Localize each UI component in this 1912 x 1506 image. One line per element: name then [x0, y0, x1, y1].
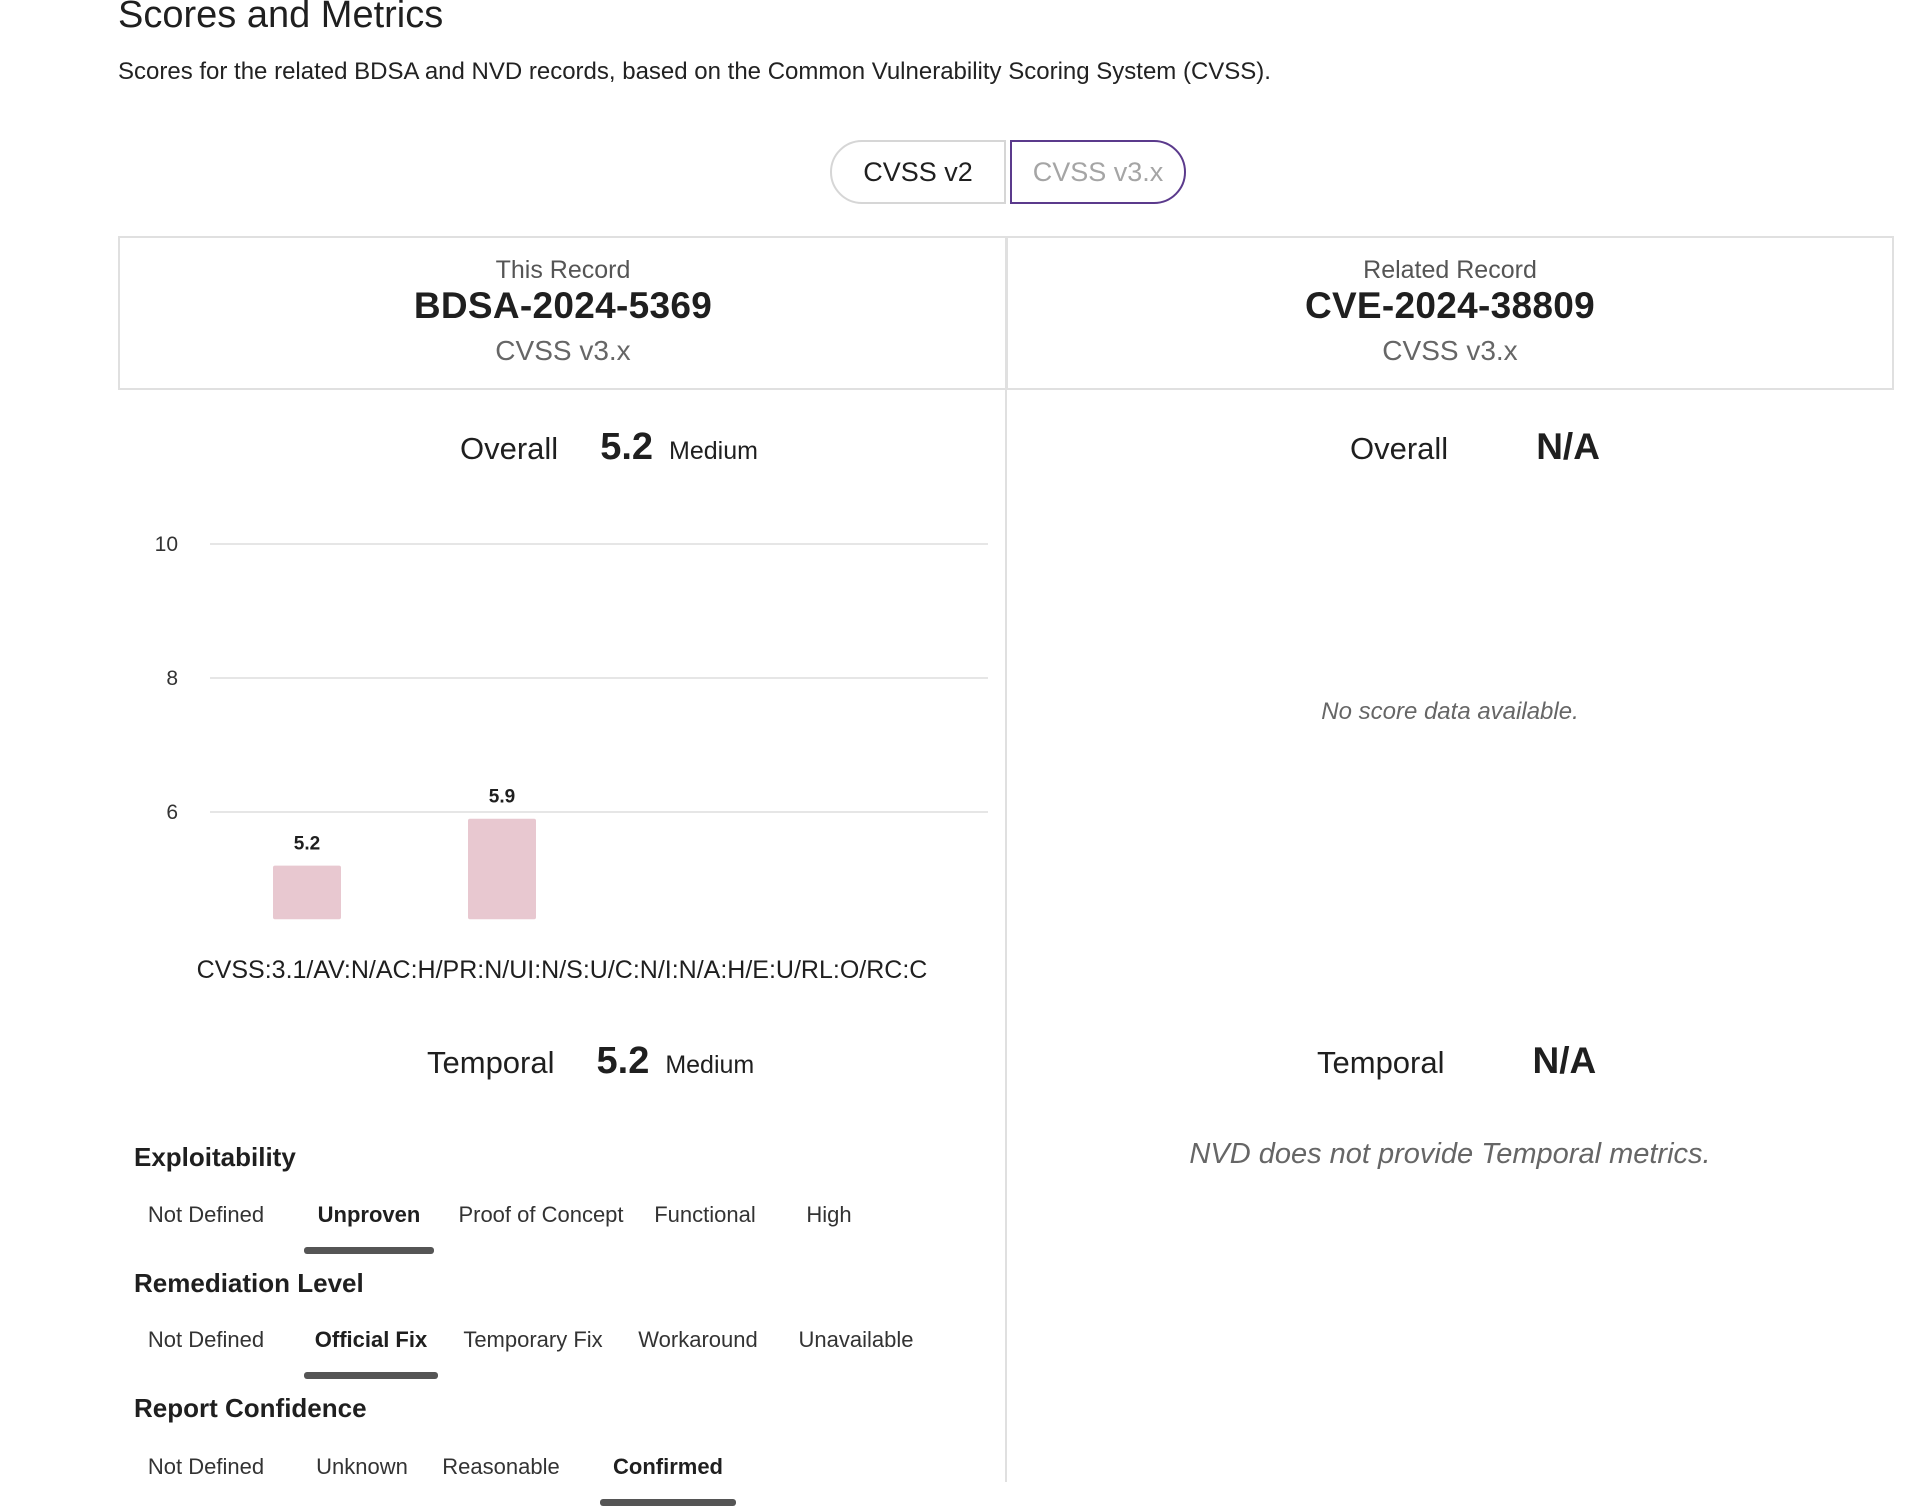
- page-title: Scores and Metrics: [118, 0, 444, 36]
- chart-y-tick-label: 10: [155, 533, 178, 556]
- option-remediation-unavailable[interactable]: Unavailable: [798, 1327, 914, 1352]
- score-bar-chart: 6 8 10 5.2 5.9: [155, 533, 988, 920]
- toggle-cvss-v3-button[interactable]: CVSS v3.x: [1010, 140, 1186, 204]
- option-remediation-not-defined[interactable]: Not Defined: [147, 1327, 265, 1352]
- chart-bar: [468, 818, 536, 920]
- related-record-temporal: Temporal N/A: [1317, 1040, 1596, 1082]
- chart-y-tick-label: 8: [166, 667, 178, 690]
- this-record-version: CVSS v3.x: [495, 335, 631, 366]
- this-record-header: This Record BDSA-2024-5369 CVSS v3.x: [118, 236, 1006, 390]
- chart-bar: [273, 865, 341, 920]
- this-record-id: BDSA-2024-5369: [413, 285, 713, 326]
- overall-severity: Medium: [669, 437, 758, 465]
- metric-title-report-confidence: Report Confidence: [134, 1393, 367, 1423]
- this-record-label: This Record: [495, 256, 631, 284]
- this-record-temporal: Temporal 5.2 Medium: [427, 1040, 754, 1083]
- option-confidence-not-defined[interactable]: Not Defined: [147, 1454, 265, 1479]
- related-temporal-label: Temporal: [1317, 1045, 1445, 1080]
- option-exploitability-not-defined[interactable]: Not Defined: [147, 1202, 265, 1227]
- temporal-score: 5.2: [596, 1040, 650, 1082]
- option-confidence-unknown[interactable]: Unknown: [316, 1454, 408, 1479]
- related-overall-score: N/A: [1536, 426, 1600, 467]
- overall-label: Overall: [460, 431, 559, 466]
- option-remediation-workaround[interactable]: Workaround: [638, 1327, 758, 1352]
- page-subtitle: Scores for the related BDSA and NVD reco…: [118, 58, 1271, 85]
- temporal-severity: Medium: [665, 1051, 755, 1079]
- related-overall-label: Overall: [1350, 431, 1449, 466]
- panel-divider: [1005, 236, 1007, 1482]
- metric-title-exploitability: Exploitability: [134, 1142, 296, 1172]
- option-confidence-confirmed[interactable]: Confirmed: [600, 1450, 736, 1506]
- option-exploitability-unproven[interactable]: Unproven: [304, 1198, 434, 1254]
- related-record-version: CVSS v3.x: [1382, 335, 1518, 366]
- chart-y-tick-label: 6: [166, 801, 178, 824]
- cvss-vector-string: CVSS:3.1/AV:N/AC:H/PR:N/UI:N/S:U/C:N/I:N…: [196, 956, 928, 984]
- temporal-label: Temporal: [427, 1045, 555, 1080]
- this-record-overall: Overall 5.2 Medium: [460, 426, 758, 469]
- option-remediation-official-fix[interactable]: Official Fix: [304, 1323, 438, 1379]
- overall-score: 5.2: [600, 426, 654, 468]
- nvd-temporal-note: NVD does not provide Temporal metrics.: [1189, 1138, 1711, 1170]
- chart-bar-value-label: 5.2: [294, 834, 320, 855]
- no-score-data-message: No score data available.: [1321, 698, 1579, 725]
- option-remediation-temporary-fix[interactable]: Temporary Fix: [463, 1327, 603, 1352]
- metric-title-remediation-level: Remediation Level: [134, 1268, 364, 1298]
- option-confidence-reasonable[interactable]: Reasonable: [442, 1454, 560, 1479]
- option-exploitability-functional[interactable]: Functional: [654, 1202, 756, 1227]
- related-temporal-score: N/A: [1532, 1040, 1597, 1081]
- option-exploitability-high[interactable]: High: [806, 1202, 852, 1227]
- chart-bar-value-label: 5.9: [489, 787, 515, 808]
- toggle-cvss-v2-button[interactable]: CVSS v2: [830, 140, 1006, 204]
- related-record-label: Related Record: [1363, 256, 1537, 284]
- related-record-header: Related Record CVE-2024-38809 CVSS v3.x: [1006, 236, 1894, 390]
- option-exploitability-proof-of-concept[interactable]: Proof of Concept: [458, 1202, 624, 1227]
- related-record-id: CVE-2024-38809: [1304, 285, 1596, 326]
- related-record-overall: Overall N/A: [1350, 426, 1600, 468]
